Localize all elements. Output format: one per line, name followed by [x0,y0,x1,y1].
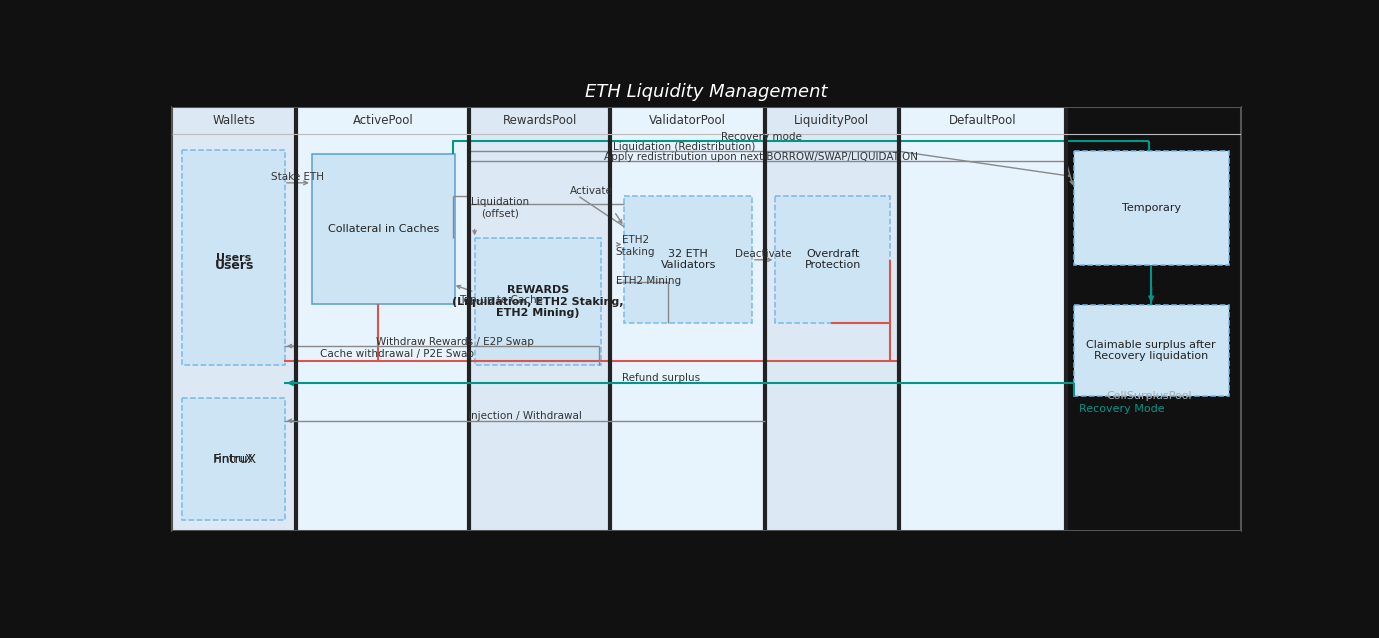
Text: ETH2
Staking: ETH2 Staking [615,235,655,256]
Text: Apply redistribution upon next BORROW/SWAP/LIQUIDATION: Apply redistribution upon next BORROW/SW… [604,152,918,161]
Text: 32 ETH
Validators: 32 ETH Validators [661,249,716,271]
Bar [182,398,284,520]
Text: Users: Users [215,259,254,272]
Text: Claimable surplus after
Recovery liquidation: Claimable surplus after Recovery liquida… [1087,340,1216,362]
Text: CollSurplusPool: CollSurplusPool [1106,391,1191,401]
Bar [1074,151,1229,265]
Text: Liquidation (Redistribution): Liquidation (Redistribution) [612,142,756,152]
Text: Temporary: Temporary [1121,204,1180,213]
Bar [172,107,1241,531]
Text: Overdraft
Protection: Overdraft Protection [804,249,860,271]
Bar [312,154,455,304]
Text: ETH2 Mining: ETH2 Mining [615,276,681,286]
Bar [172,107,296,531]
Bar [1074,305,1229,396]
Bar [625,196,752,323]
Bar [611,107,765,531]
Text: Recovery mode: Recovery mode [721,133,801,142]
Text: Users: Users [215,253,251,262]
Text: Injection / Withdrawal: Injection / Withdrawal [467,411,582,421]
Text: Deactivate: Deactivate [735,249,792,260]
Text: Activate: Activate [570,186,612,197]
Bar [474,238,601,366]
Text: Collateral in Caches: Collateral in Caches [328,224,439,234]
Text: Refund surplus: Refund surplus [622,373,699,383]
Text: DefaultPool: DefaultPool [949,114,1016,127]
Bar [296,107,469,531]
Text: RewardsPool: RewardsPool [502,114,576,127]
Bar [775,196,889,323]
Text: Withdraw Rewards / E2P Swap: Withdraw Rewards / E2P Swap [376,338,534,347]
Text: Cache withdrawal / P2E Swap: Cache withdrawal / P2E Swap [320,349,474,359]
Text: ValidatorPool: ValidatorPool [650,114,727,127]
Bar [182,150,284,366]
Text: Stake ETH: Stake ETH [272,172,324,182]
Bar [469,107,611,531]
Text: Wallets: Wallets [212,114,256,127]
Text: ActivePool: ActivePool [353,114,414,127]
Bar [172,531,1241,568]
Text: Liquidation
(offset): Liquidation (offset) [470,197,530,218]
Text: REWARDS
(Liquidation, ETH2 Staking,
ETH2 Mining): REWARDS (Liquidation, ETH2 Staking, ETH2… [452,285,623,318]
Text: ETH Liquidity Management: ETH Liquidity Management [586,83,827,101]
Text: FintruX: FintruX [214,454,252,464]
Text: LiquidityPool: LiquidityPool [794,114,870,127]
Text: Recovery Mode: Recovery Mode [1078,404,1164,414]
Text: FintruX: FintruX [212,453,256,466]
Bar [1066,381,1241,531]
Bar [899,107,1066,531]
Bar [765,107,899,531]
Bar [172,77,1241,107]
Text: Top-up to Cache: Top-up to Cache [459,295,543,305]
